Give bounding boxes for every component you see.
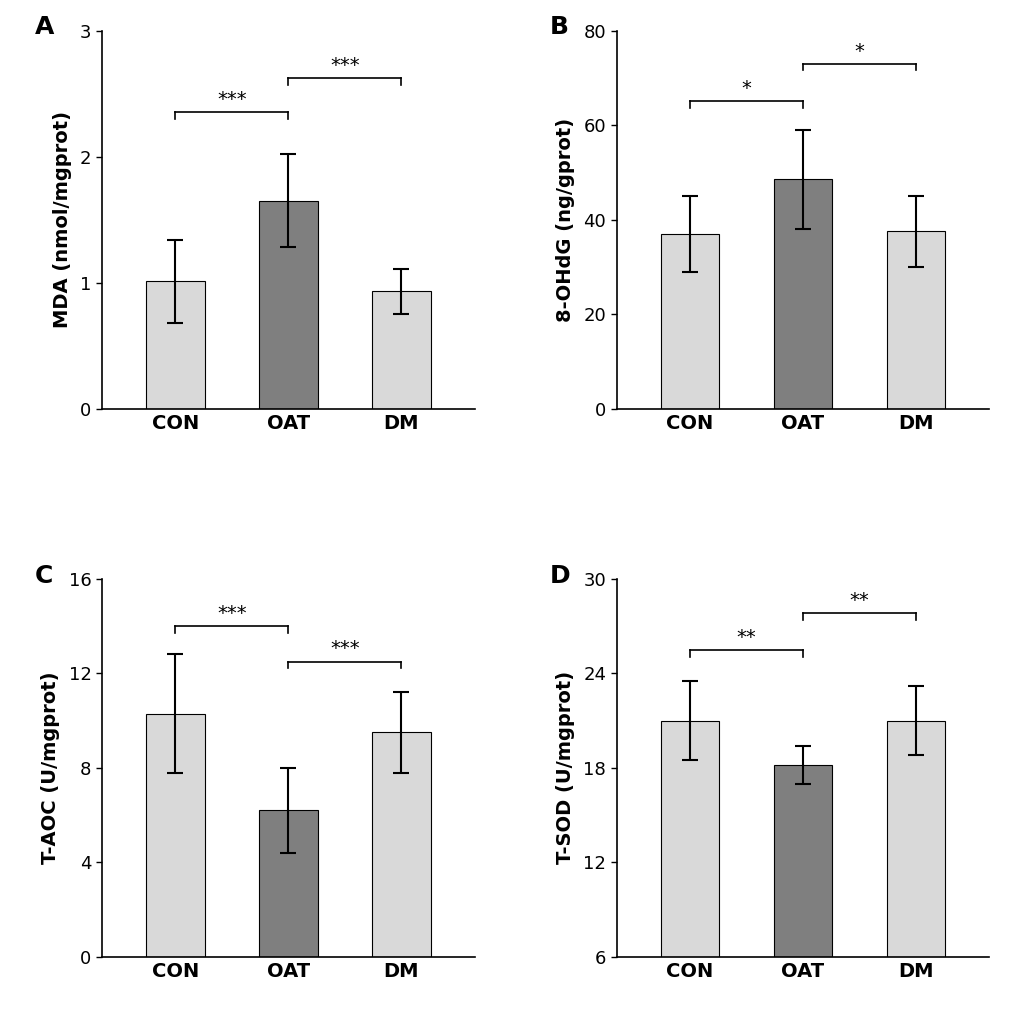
Text: *: *	[741, 79, 751, 99]
Bar	[372, 291, 430, 408]
Bar	[772, 179, 832, 408]
Text: ***: ***	[330, 56, 360, 75]
Bar	[660, 234, 718, 408]
Text: D: D	[549, 564, 570, 587]
Bar	[259, 810, 318, 957]
Y-axis label: 8-OHdG (ng/gprot): 8-OHdG (ng/gprot)	[555, 117, 575, 322]
Bar	[146, 281, 205, 408]
Text: **: **	[849, 591, 868, 611]
Text: ***: ***	[217, 91, 247, 110]
Text: C: C	[35, 564, 53, 587]
Bar	[372, 732, 430, 957]
Text: B: B	[549, 15, 568, 40]
Y-axis label: T-AOC (U/mgprot): T-AOC (U/mgprot)	[42, 672, 60, 864]
Text: ***: ***	[330, 639, 360, 659]
Bar	[146, 714, 205, 957]
Text: ***: ***	[217, 604, 247, 623]
Bar	[886, 721, 945, 1018]
Bar	[886, 231, 945, 408]
Bar	[660, 721, 718, 1018]
Text: *: *	[854, 42, 863, 61]
Bar	[772, 765, 832, 1018]
Text: **: **	[736, 628, 756, 646]
Y-axis label: T-SOD (U/mgprot): T-SOD (U/mgprot)	[555, 671, 575, 864]
Y-axis label: MDA (nmol/mgprot): MDA (nmol/mgprot)	[53, 111, 71, 328]
Bar	[259, 201, 318, 408]
Text: A: A	[35, 15, 54, 40]
